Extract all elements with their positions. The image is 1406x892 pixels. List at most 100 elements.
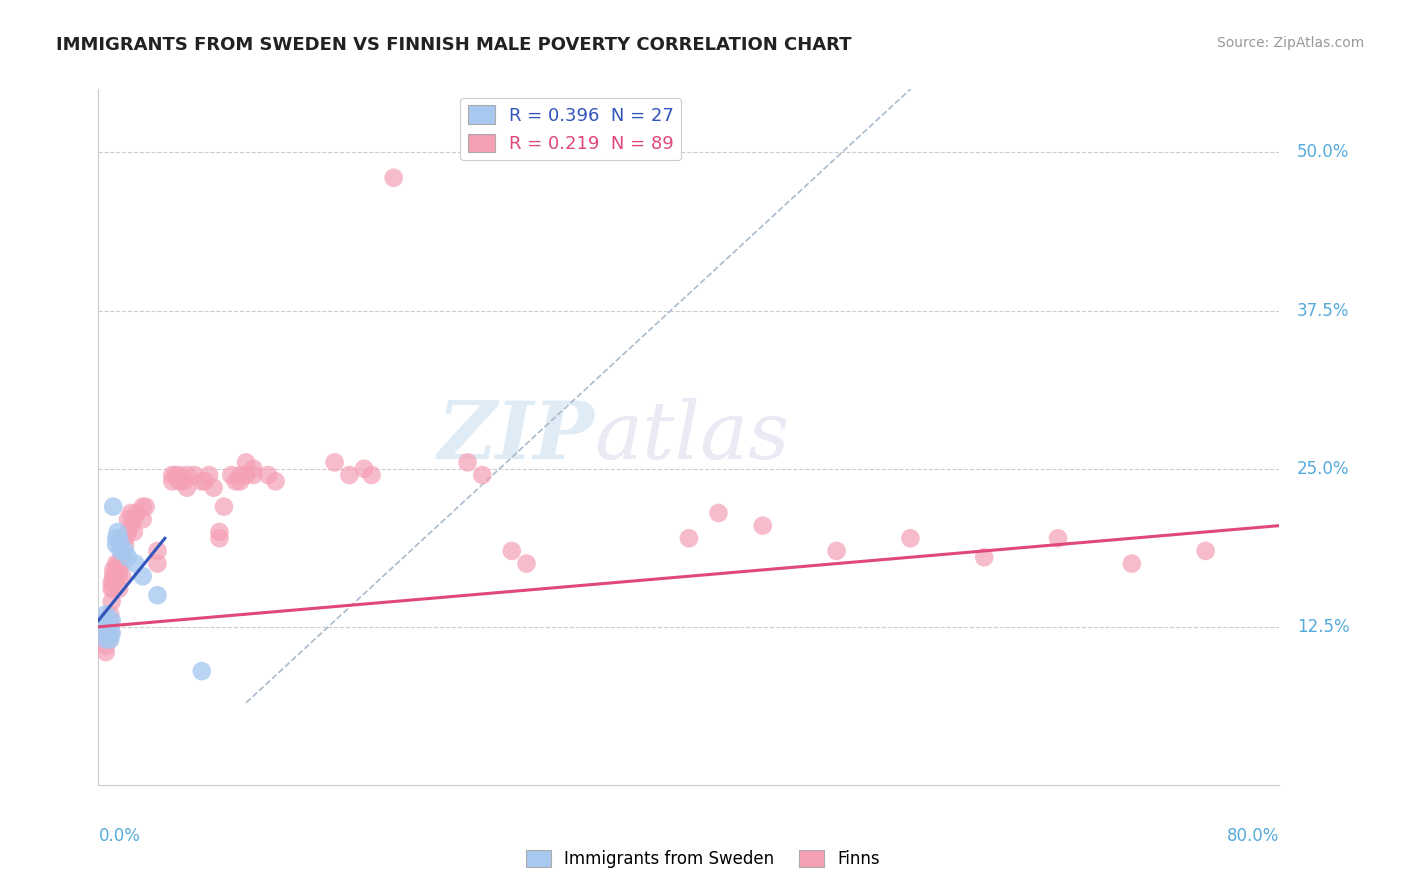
Point [457, 455, 479, 469]
Point [169, 475, 191, 489]
Point [103, 582, 125, 596]
Point [108, 582, 131, 596]
Point [108, 531, 131, 545]
Point [98, 626, 121, 640]
Point [96, 626, 118, 640]
Point [107, 524, 129, 539]
Point [146, 557, 169, 571]
Point [97, 615, 120, 630]
Point [198, 468, 221, 483]
Point [225, 475, 247, 489]
Point [111, 569, 134, 583]
Point [94, 626, 117, 640]
Point [108, 557, 131, 571]
Point [125, 506, 148, 520]
Point [678, 531, 700, 545]
Point [103, 500, 125, 514]
Point [360, 468, 382, 483]
Point [94, 607, 117, 622]
Point [105, 563, 128, 577]
Point [105, 569, 128, 583]
Point [111, 557, 134, 571]
Point [165, 468, 187, 483]
Point [96, 620, 118, 634]
Point [114, 531, 136, 545]
Point [242, 461, 264, 475]
Point [94, 620, 117, 634]
Point [120, 506, 142, 520]
Point [221, 468, 243, 483]
Point [117, 524, 139, 539]
Point [120, 518, 142, 533]
Point [117, 550, 139, 565]
Text: IMMIGRANTS FROM SWEDEN VS FINNISH MALE POVERTY CORRELATION CHART: IMMIGRANTS FROM SWEDEN VS FINNISH MALE P… [56, 36, 852, 54]
Point [98, 614, 121, 628]
Point [353, 461, 375, 475]
Point [103, 563, 125, 577]
Point [94, 632, 117, 647]
Point [100, 594, 122, 608]
Point [229, 468, 252, 483]
Point [173, 475, 195, 489]
Point [114, 544, 136, 558]
Point [117, 512, 139, 526]
Point [110, 544, 132, 558]
Point [235, 468, 257, 483]
Point [97, 632, 120, 647]
Point [146, 544, 169, 558]
Point [96, 614, 118, 628]
Point [146, 588, 169, 602]
Point [94, 639, 117, 653]
Point [707, 506, 730, 520]
Point [111, 550, 134, 565]
Point [825, 544, 848, 558]
Point [900, 531, 922, 545]
Point [132, 500, 155, 514]
Text: atlas: atlas [595, 399, 790, 475]
Point [162, 468, 183, 483]
Point [212, 500, 235, 514]
Point [105, 531, 128, 545]
Point [124, 557, 146, 571]
Point [98, 620, 121, 634]
Point [194, 475, 217, 489]
Point [94, 626, 117, 640]
Legend: R = 0.396  N = 27, R = 0.219  N = 89: R = 0.396 N = 27, R = 0.219 N = 89 [460, 98, 682, 161]
Point [114, 538, 136, 552]
Legend: Immigrants from Sweden, Finns: Immigrants from Sweden, Finns [519, 843, 887, 875]
Point [103, 575, 125, 590]
Point [100, 575, 122, 590]
Point [100, 614, 122, 628]
Point [100, 626, 122, 640]
Point [94, 620, 117, 634]
Text: 50.0%: 50.0% [1298, 144, 1350, 161]
Point [242, 468, 264, 483]
Text: Source: ZipAtlas.com: Source: ZipAtlas.com [1216, 36, 1364, 50]
Point [98, 620, 121, 634]
Point [97, 624, 120, 638]
Text: ZIP: ZIP [437, 399, 595, 475]
Point [208, 524, 231, 539]
Point [229, 475, 252, 489]
Point [176, 481, 198, 495]
Point [752, 518, 775, 533]
Point [162, 475, 183, 489]
Point [108, 569, 131, 583]
Point [257, 468, 280, 483]
Point [202, 481, 225, 495]
Point [98, 626, 121, 640]
Point [132, 512, 155, 526]
Text: 12.5%: 12.5% [1298, 618, 1350, 636]
Point [382, 170, 405, 185]
Point [323, 455, 346, 469]
Point [208, 531, 231, 545]
Point [94, 645, 117, 659]
Point [1046, 531, 1070, 545]
Point [191, 475, 214, 489]
Point [471, 468, 494, 483]
Point [110, 538, 132, 552]
Point [122, 524, 145, 539]
Point [105, 538, 128, 552]
Text: 80.0%: 80.0% [1227, 827, 1279, 845]
Point [176, 468, 198, 483]
